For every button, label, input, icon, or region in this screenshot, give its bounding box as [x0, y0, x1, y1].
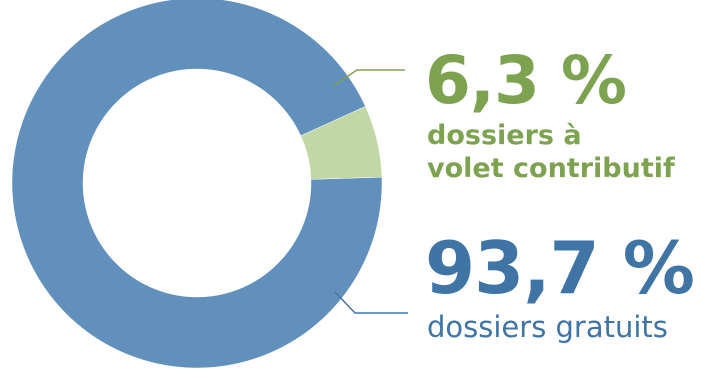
contributif-description-line1: dossiers à: [427, 120, 582, 151]
donut-slice-gratuit: [11, 0, 383, 369]
contributif-description-line2: volet contributif: [427, 152, 675, 184]
gratuit-percent-label: 93,7 %: [425, 226, 695, 310]
contributif-leader-line: [332, 69, 405, 87]
donut-slices: [11, 0, 383, 369]
gratuit-leader-line: [334, 291, 408, 314]
contributif-description-label: dossiers à volet contributif: [427, 120, 675, 186]
leader-lines: [332, 69, 408, 314]
gratuit-description-label: dossiers gratuits: [427, 310, 668, 345]
gratuit-description-line1: dossiers gratuits: [427, 310, 668, 344]
contributif-percent-label: 6,3 %: [425, 42, 627, 119]
